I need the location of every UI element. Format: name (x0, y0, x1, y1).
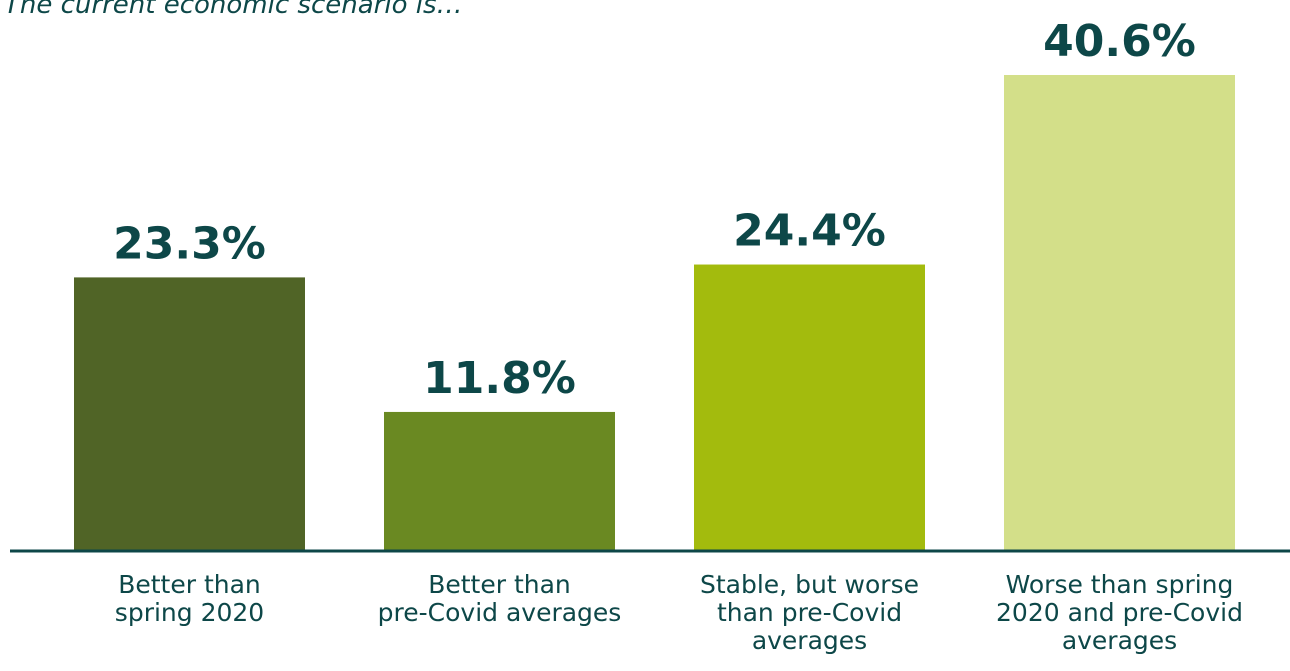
category-label-4-line-2: 2020 and pre-Covid (996, 598, 1243, 627)
data-label-2: 11.8% (423, 353, 576, 404)
category-label-2-line-2: pre-Covid averages (378, 598, 622, 627)
bar-1 (74, 277, 305, 550)
category-label-4-line-1: Worse than spring (1006, 570, 1234, 599)
bar-3 (694, 264, 925, 550)
category-label-3-line-1: Stable, but worse (700, 570, 919, 599)
data-label-3: 24.4% (733, 206, 886, 257)
bar-4 (1004, 75, 1235, 550)
bar-2 (384, 411, 615, 550)
category-label-1-line-1: Better than (118, 570, 261, 599)
category-label-2-line-1: Better than (428, 570, 571, 599)
chart-title: The current economic scenario is… (4, 0, 463, 20)
data-label-4: 40.6% (1043, 16, 1196, 67)
category-label-1-line-2: spring 2020 (115, 598, 264, 627)
category-label-3-line-3: averages (752, 626, 867, 655)
category-label-3-line-2: than pre-Covid (717, 598, 902, 627)
category-label-4-line-3: averages (1062, 626, 1177, 655)
data-label-1: 23.3% (113, 218, 266, 269)
